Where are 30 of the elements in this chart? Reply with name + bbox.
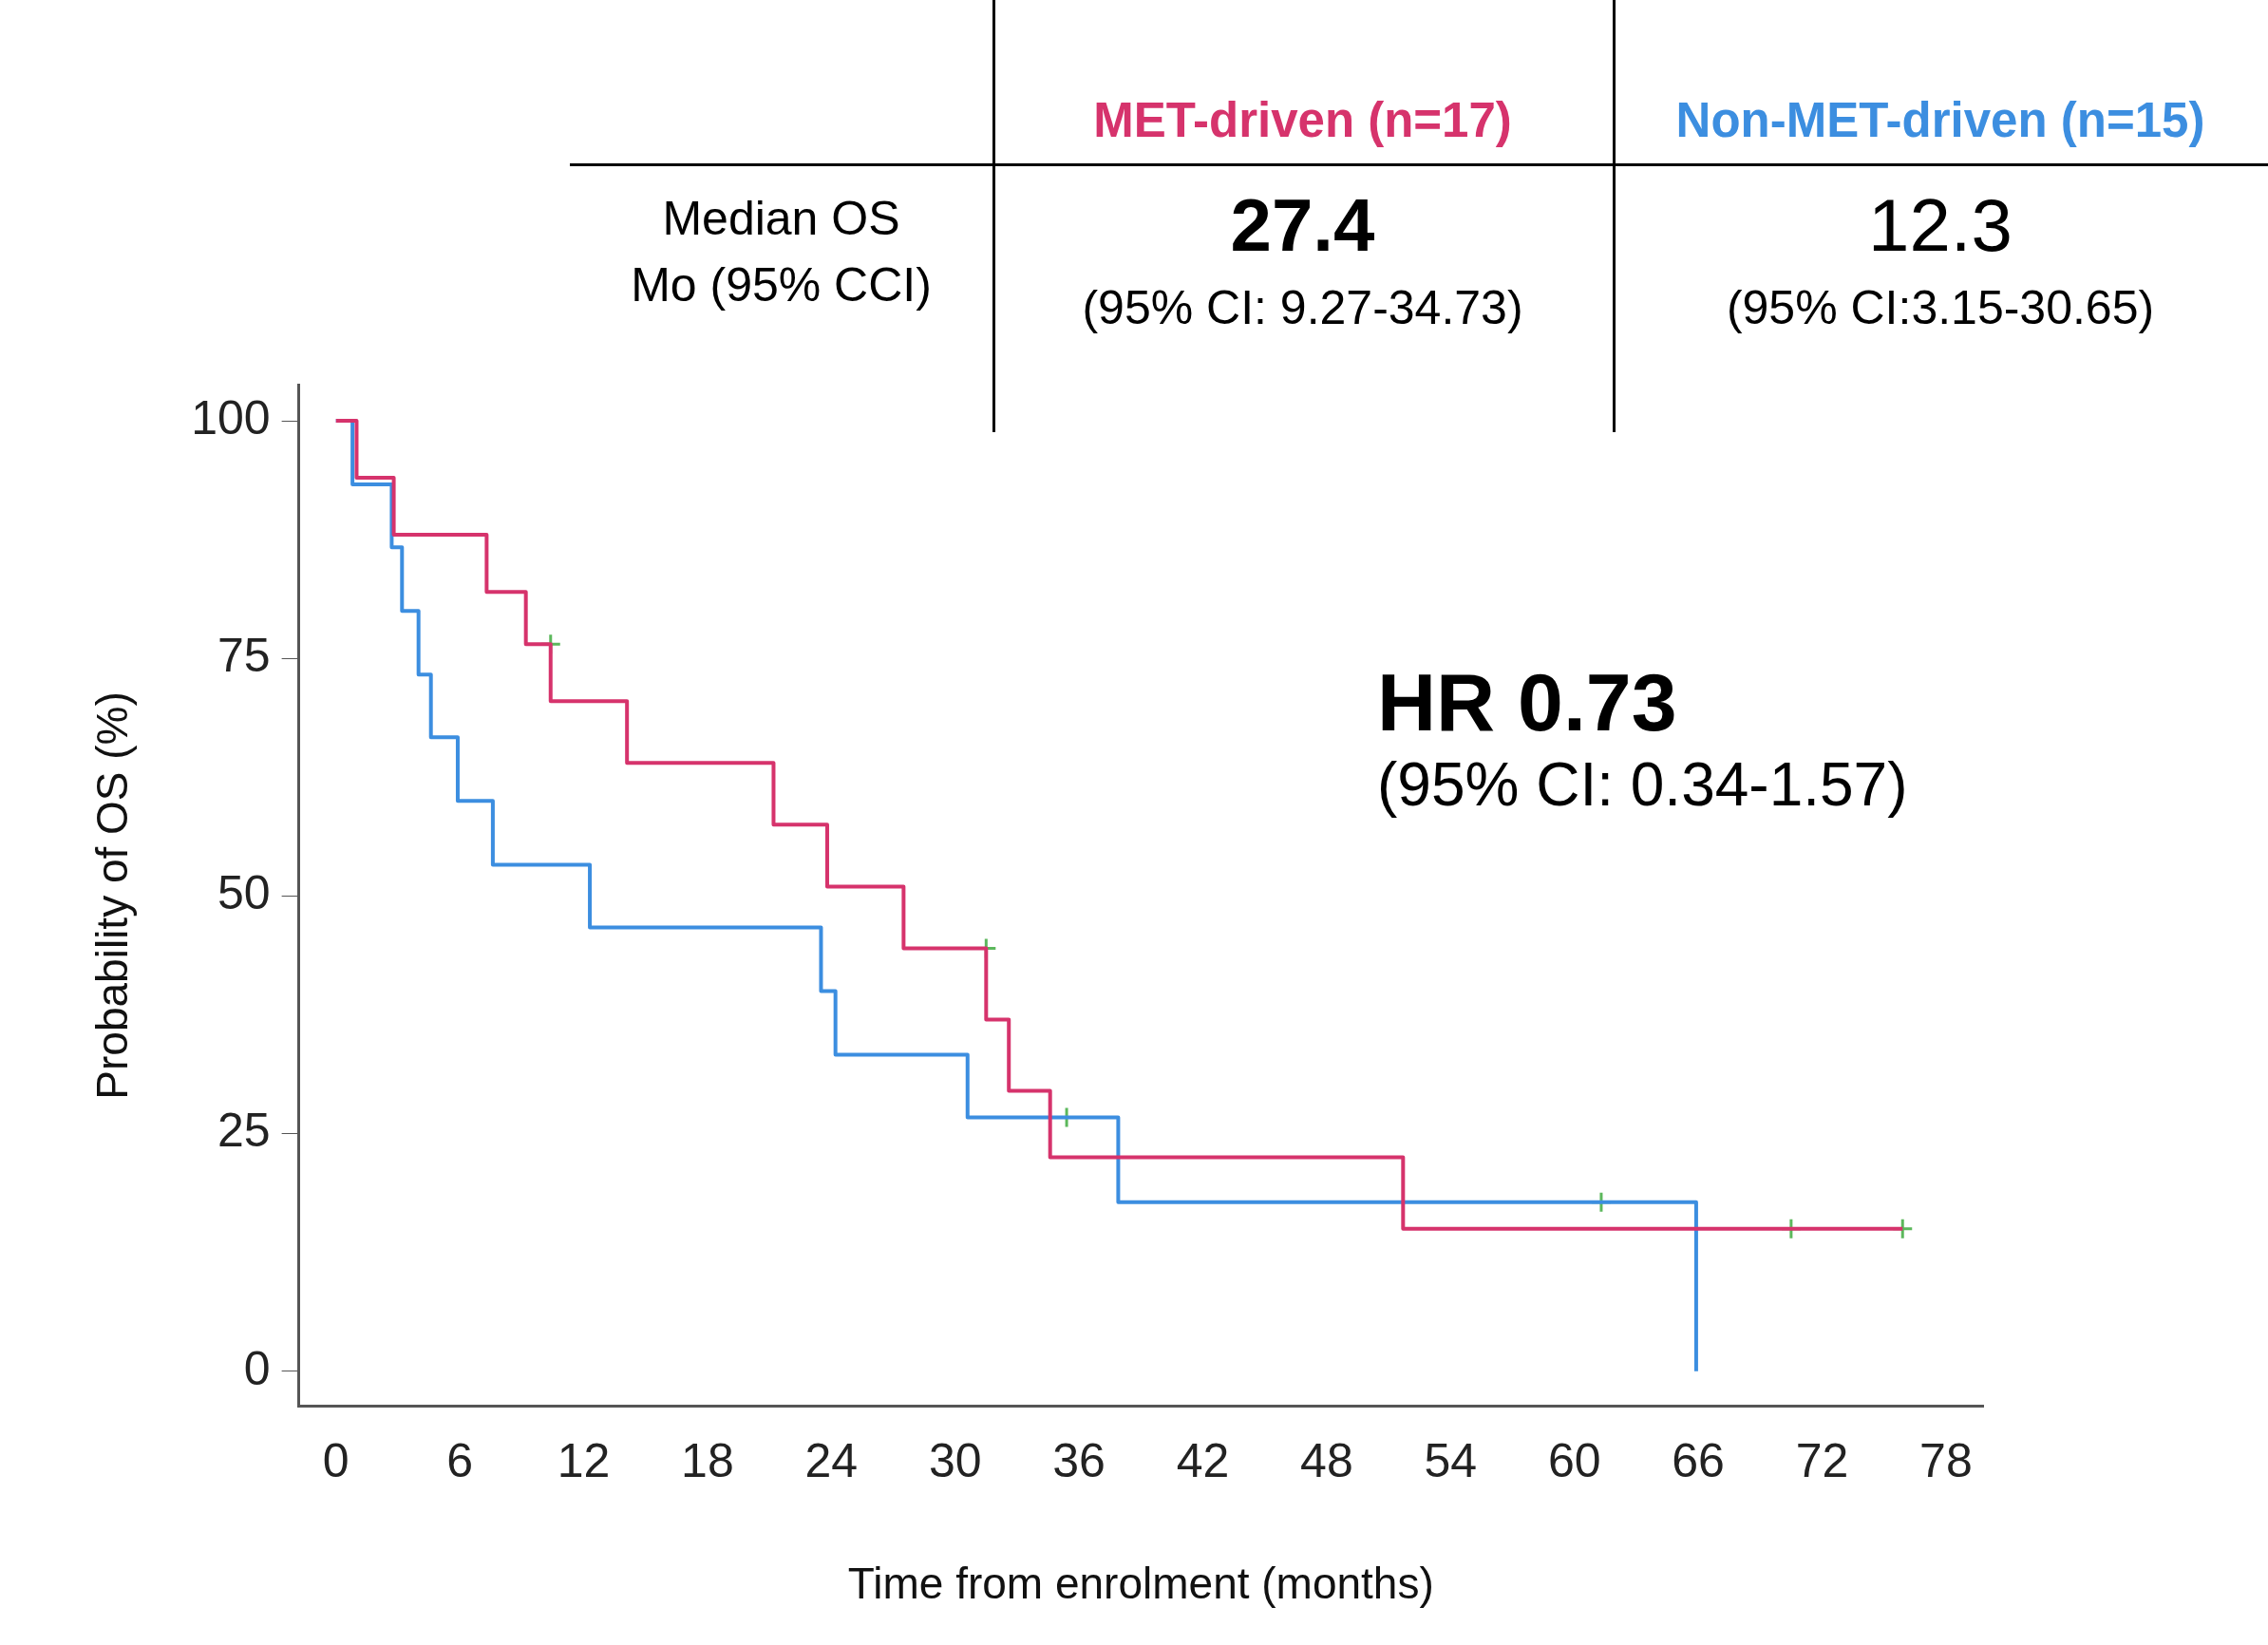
text: 27.4: [1229, 182, 1376, 269]
x-tick-label: 72: [1795, 1433, 1849, 1487]
text: Non-MET-driven (n=15): [1674, 92, 2206, 149]
text: MET-driven (n=17): [1092, 92, 1513, 149]
x-tick-label: 36: [1052, 1433, 1106, 1487]
text: (95% CI: 9.27-34.73): [1081, 280, 1524, 335]
x-tick-label: 54: [1424, 1433, 1478, 1487]
x-tick-label: 66: [1672, 1433, 1725, 1487]
x-tick-label: 24: [804, 1433, 859, 1487]
text: Median OS Mo (95% CCI): [630, 191, 933, 313]
x-tick-label: 30: [928, 1433, 982, 1487]
x-tick-label: 0: [322, 1433, 350, 1487]
x-tick-label: 18: [681, 1433, 734, 1487]
x-axis-title: Time from enrolment (months): [847, 1559, 1434, 1609]
x-tick-label: 6: [446, 1433, 474, 1487]
x-tick-label: 48: [1300, 1433, 1353, 1487]
y-tick-label: 0: [243, 1341, 271, 1395]
x-tick-label: 60: [1547, 1433, 1601, 1487]
annotation: (95% CI: 0.34-1.57): [1377, 749, 1908, 820]
y-tick-label: 75: [217, 629, 271, 682]
y-axis-title: Probability of OS (%): [87, 691, 138, 1100]
x-tick-label: 12: [557, 1433, 611, 1487]
annotation: HR 0.73: [1377, 655, 1678, 749]
y-tick-label: 100: [191, 390, 271, 444]
text: 12.3: [1867, 182, 2013, 269]
text: (95% CI:3.15-30.65): [1725, 280, 2156, 335]
x-tick-label: 42: [1176, 1433, 1230, 1487]
y-tick-label: 50: [217, 866, 271, 920]
y-tick-label: 25: [217, 1104, 271, 1158]
x-tick-label: 78: [1919, 1433, 1973, 1487]
